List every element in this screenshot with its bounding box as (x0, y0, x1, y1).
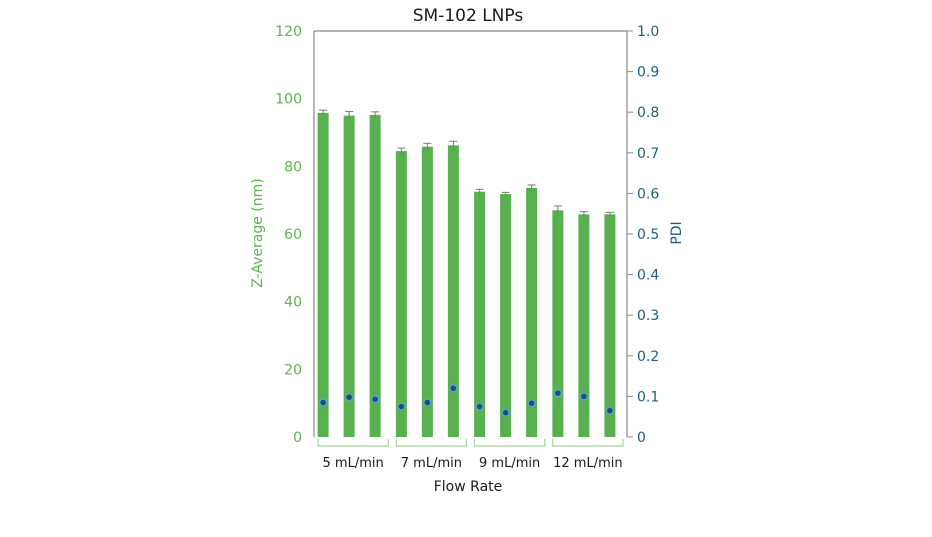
y2-tick-label: 0.2 (637, 349, 659, 365)
y2-tick-label: 0.8 (637, 105, 659, 121)
y2-axis-label: PDI (669, 221, 685, 244)
group-bracket (473, 439, 546, 447)
bar (447, 145, 459, 437)
pdi-point (319, 398, 328, 407)
y2-tick-label: 0.1 (637, 389, 659, 405)
y2-tick-label: 0.4 (637, 268, 659, 284)
category-label: 7 mL/min (401, 456, 462, 471)
y2-tick-label: 1.0 (637, 24, 659, 40)
categories-group: 5 mL/min 7 mL/min 9 mL/min 12 mL/min (317, 439, 624, 471)
y2-tick-label: 0 (637, 430, 646, 446)
bar (421, 146, 433, 437)
y-tick-label: 20 (284, 362, 302, 378)
bar (604, 214, 616, 437)
pdi-point (345, 393, 354, 402)
bars-group (317, 109, 616, 438)
category-label: 5 mL/min (323, 456, 384, 471)
bar (317, 112, 329, 438)
group-bracket (552, 439, 624, 447)
y2-tick-label: 0.6 (637, 186, 659, 202)
pdi-point (553, 389, 562, 398)
y-axis-label: Z-Average (nm) (250, 178, 266, 287)
bar (343, 115, 355, 437)
category-label: 12 mL/min (553, 456, 622, 471)
chart-title: SM-102 LNPs (413, 6, 524, 26)
y-tick-label: 100 (275, 92, 302, 108)
x-axis-label: Flow Rate (434, 479, 503, 495)
y2-tick-label: 0.3 (637, 308, 659, 324)
y-tick-label: 120 (275, 24, 302, 40)
pdi-point (475, 402, 484, 411)
y2-tick-label: 0.5 (637, 227, 659, 243)
group-bracket (395, 439, 468, 447)
pdi-point (449, 384, 458, 393)
category-label: 9 mL/min (479, 456, 540, 471)
bar (369, 114, 381, 437)
pdi-point (501, 408, 510, 417)
y-tick-label: 0 (293, 430, 302, 446)
bar (526, 187, 538, 437)
bar (395, 151, 407, 437)
bar (500, 194, 512, 437)
pdi-point (605, 406, 614, 415)
group-bracket (317, 439, 389, 447)
bar (578, 214, 590, 437)
bar (552, 210, 564, 437)
y-tick-label: 40 (284, 295, 302, 311)
pdi-point (371, 395, 380, 404)
pdi-point (423, 398, 432, 407)
y2-tick-label: 0.9 (637, 65, 659, 81)
pdi-point (527, 399, 536, 408)
pdi-points-group (319, 380, 614, 421)
ticks-group: 0 20 40 60 80 100 120 0 0.1 0.2 0.3 0.4 0.5 0.6 0.7 0.8… (275, 24, 659, 446)
bar (474, 191, 486, 437)
pdi-point (579, 392, 588, 401)
pdi-point (397, 402, 406, 411)
y-tick-label: 60 (284, 227, 302, 243)
y-tick-label: 80 (284, 159, 302, 175)
y2-tick-label: 0.7 (637, 146, 659, 162)
